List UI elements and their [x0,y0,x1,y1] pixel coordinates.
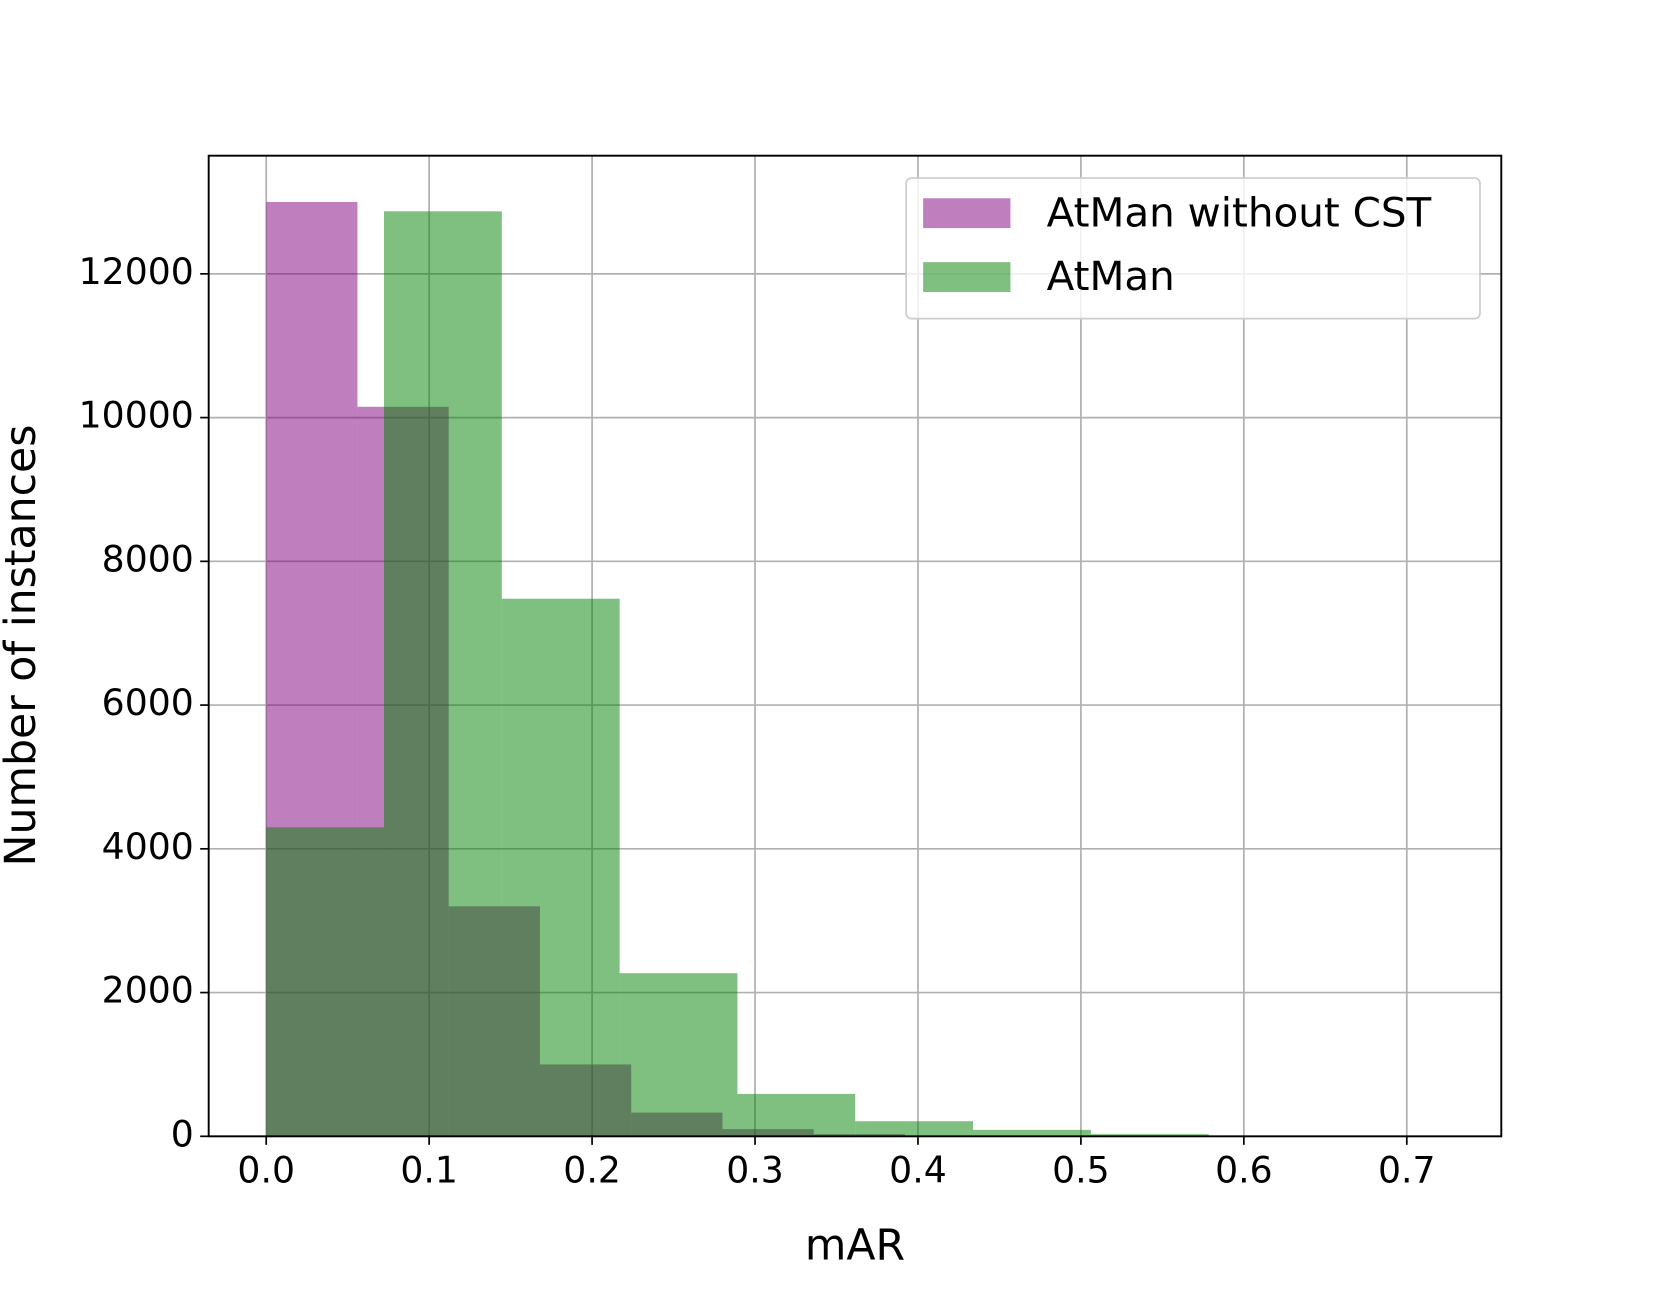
y-tick-label: 2000 [102,969,194,1012]
x-tick-label: 0.2 [563,1149,621,1192]
bar [266,827,385,1137]
bar [619,973,738,1137]
y-tick-label: 0 [171,1112,194,1155]
legend-swatch [923,198,1011,229]
bar [501,598,620,1137]
x-tick-label: 0.6 [1215,1149,1273,1192]
y-axis-label: Number of instances [0,425,46,867]
x-tick-label: 0.3 [726,1149,784,1192]
x-tick-label: 0.4 [889,1149,947,1192]
y-tick-label: 6000 [102,681,194,724]
bar [973,1129,1091,1137]
y-tick-label: 8000 [102,537,194,580]
y-tick-label: 10000 [79,394,194,437]
bar [737,1093,856,1137]
bar [1090,1134,1209,1137]
bar [855,1121,974,1137]
legend-box [905,177,1481,320]
bar [384,211,502,1137]
x-tick-label: 0.7 [1378,1149,1436,1192]
legend-swatch [923,262,1011,292]
y-tick-label: 4000 [102,825,194,868]
legend-label: AtMan without CST [1047,188,1432,236]
x-tick-label: 0.0 [237,1149,295,1192]
legend-label: AtMan [1047,252,1175,300]
x-tick-label: 0.5 [1052,1149,1110,1192]
x-axis-label: mAR [805,1221,905,1271]
x-tick-label: 0.1 [400,1149,458,1192]
y-tick-label: 12000 [79,250,194,293]
plot-frame [207,154,1503,1138]
